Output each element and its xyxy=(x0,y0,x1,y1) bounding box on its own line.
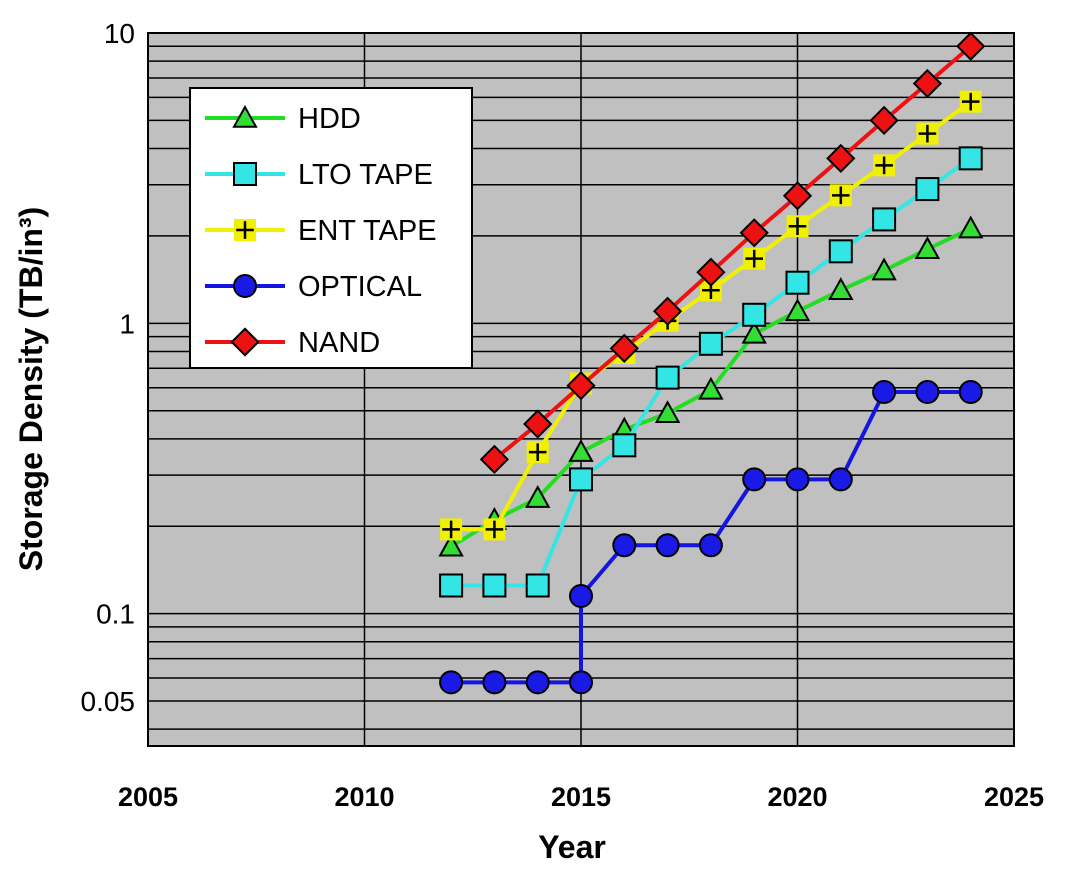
triangle-marker xyxy=(654,400,681,424)
triangle-marker xyxy=(698,376,724,400)
square-marker xyxy=(872,207,897,232)
square-marker xyxy=(233,162,257,186)
x-tick-labels: 2005 2010 2015 2020 2025 xyxy=(118,782,1044,812)
x-tick-label: 2010 xyxy=(334,782,394,812)
circle-marker xyxy=(569,584,593,609)
circle-marker xyxy=(785,467,810,492)
y-tick-label: 0.1 xyxy=(96,599,135,630)
legend-label: OPTICAL xyxy=(298,271,422,303)
x-axis-title: Year xyxy=(538,829,606,865)
legend-item-optical: OPTICAL xyxy=(205,271,422,303)
square-marker xyxy=(742,302,767,327)
plus-marker xyxy=(829,184,852,207)
square-marker xyxy=(698,331,723,356)
square-marker xyxy=(915,177,940,202)
plus-marker xyxy=(483,518,506,541)
legend-label: HDD xyxy=(298,103,361,135)
circle-marker xyxy=(439,670,464,695)
diamond-marker xyxy=(566,371,596,401)
legend-item-ent-tape: ENT TAPE xyxy=(205,215,437,247)
x-tick-label: 2005 xyxy=(118,782,178,812)
x-tick-label: 2025 xyxy=(984,782,1044,812)
series-optical xyxy=(439,379,983,695)
series-lto-tape xyxy=(439,146,983,598)
triangle-marker xyxy=(525,485,551,508)
circle-marker xyxy=(655,533,680,558)
square-marker xyxy=(958,146,983,171)
plus-marker xyxy=(234,219,256,241)
plus-marker xyxy=(526,441,549,464)
diamond-marker xyxy=(826,143,856,173)
circle-marker xyxy=(915,379,940,404)
diamond-marker xyxy=(230,327,260,357)
triangle-marker xyxy=(784,298,811,322)
legend-item-hdd: HDD xyxy=(205,103,361,135)
series-lines xyxy=(438,31,986,695)
diamond-marker xyxy=(912,68,943,99)
diamond-marker xyxy=(696,257,726,287)
legend-label: LTO TAPE xyxy=(298,159,433,191)
diamond-marker xyxy=(652,296,683,326)
square-marker xyxy=(439,573,464,598)
triangle-marker xyxy=(232,104,258,128)
plus-marker xyxy=(440,518,463,541)
plus-marker xyxy=(873,154,896,177)
triangle-marker xyxy=(958,215,984,239)
y-tick-labels: 10 1 0.1 0.05 xyxy=(81,18,136,717)
triangle-marker xyxy=(914,236,941,260)
diamond-marker xyxy=(869,105,899,136)
triangle-marker xyxy=(438,533,464,557)
square-marker xyxy=(828,239,853,264)
circle-marker xyxy=(872,379,897,404)
circle-marker xyxy=(742,467,767,492)
square-marker xyxy=(569,467,593,492)
diamond-marker xyxy=(609,333,639,363)
series-nand xyxy=(479,31,986,474)
legend-label: ENT TAPE xyxy=(298,215,437,247)
circle-marker xyxy=(525,670,550,695)
triangle-marker xyxy=(871,257,897,281)
legend-item-nand: NAND xyxy=(205,327,380,359)
plus-marker xyxy=(786,215,809,238)
plus-marker xyxy=(699,279,722,302)
square-marker xyxy=(525,573,550,598)
plus-marker xyxy=(959,90,982,113)
circle-marker xyxy=(569,670,593,695)
square-marker xyxy=(612,433,637,458)
circle-marker xyxy=(828,467,853,492)
circle-marker xyxy=(612,533,637,558)
plus-marker xyxy=(743,247,766,270)
triangle-marker xyxy=(568,439,594,462)
square-marker xyxy=(482,573,507,598)
circle-marker xyxy=(482,670,507,695)
square-marker xyxy=(785,270,810,295)
diamond-marker xyxy=(479,444,510,474)
legend: HDD LTO TAPE ENT TAPE OPTICAL NAND xyxy=(189,87,473,369)
plus-marker xyxy=(916,122,939,145)
legend-item-lto-tape: LTO TAPE xyxy=(205,159,433,191)
diamond-marker xyxy=(523,409,553,439)
y-tick-label: 1 xyxy=(119,308,135,339)
y-tick-label: 10 xyxy=(104,18,135,49)
diamond-marker xyxy=(956,31,986,61)
circle-marker xyxy=(698,533,723,558)
x-tick-label: 2015 xyxy=(551,782,611,812)
circle-marker xyxy=(233,274,257,298)
square-marker xyxy=(655,365,680,390)
y-tick-label: 0.05 xyxy=(81,686,136,717)
legend-label: NAND xyxy=(298,327,380,359)
triangle-marker xyxy=(828,277,854,301)
diamond-marker xyxy=(739,218,769,248)
y-axis-title: Storage Density (TB/in³) xyxy=(13,207,49,571)
triangle-marker xyxy=(741,320,767,344)
diamond-marker xyxy=(782,181,813,211)
x-tick-label: 2020 xyxy=(767,782,827,812)
circle-marker xyxy=(958,379,983,404)
